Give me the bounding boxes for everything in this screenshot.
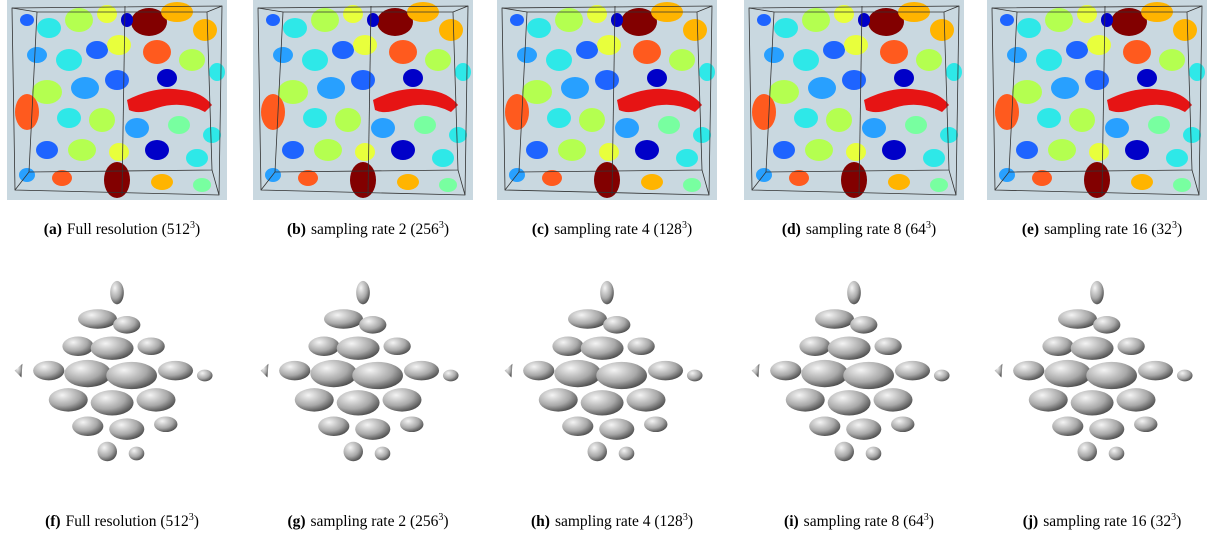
caption-label: (g) [287,513,306,531]
isosurface-image [994,280,1193,462]
isosurface-image [751,280,950,462]
subfigure-caption: (e) sampling rate 16 (323) [980,220,1221,239]
subfigure-caption: (j) sampling rate 16 (323) [980,512,1221,531]
render [7,0,227,200]
render [14,280,213,462]
caption-exp: 3 [682,512,688,523]
caption-text: Full resolution (512 [66,221,191,239]
caption-tail: ) [687,513,693,531]
caption-tail: ) [443,221,449,239]
caption-tail: ) [193,513,199,531]
subfigure-caption: (i) sampling rate 8 (643) [737,512,981,531]
caption-label: (d) [781,221,801,239]
caption-text: sampling rate 16 (32 [1043,513,1172,531]
caption-text: Full resolution (512 [65,513,189,531]
caption-text: sampling rate 8 (64 [805,221,926,239]
caption-exp: 3 [438,220,444,231]
caption-label: (i) [784,513,799,531]
render [260,280,459,462]
caption-exp: 3 [188,512,194,523]
render [744,0,964,200]
caption-label: (e) [1021,221,1040,239]
isosurface-image [504,280,703,462]
subfigure-caption: (b) sampling rate 2 (2563) [246,220,490,239]
caption-text: sampling rate 4 (128 [554,221,682,239]
label-image [987,0,1207,200]
label-image [7,0,227,200]
render [497,0,717,200]
caption-label: (f) [45,513,61,531]
label-image [497,0,717,200]
caption-tail: ) [930,221,937,239]
caption-text: sampling rate 2 (256 [310,513,439,531]
caption-label: (h) [531,513,550,531]
caption-tail: ) [195,221,201,239]
label-image [744,0,964,200]
caption-tail: ) [1176,513,1182,531]
subfigure-caption: (h) sampling rate 4 (1283) [490,512,734,531]
caption-tail: ) [443,513,449,531]
isosurface-image [14,280,213,462]
caption-exp: 3 [681,220,687,231]
render [504,280,703,462]
caption-exp: 3 [1171,512,1177,523]
render [987,0,1207,200]
caption-tail: ) [928,513,934,531]
caption-label: (b) [287,221,306,239]
render [253,0,473,200]
subfigure-caption: (g) sampling rate 2 (2563) [246,512,490,531]
caption-exp: 3 [438,512,444,523]
caption-text: sampling rate 4 (128 [554,513,683,531]
caption-tail: ) [1176,221,1183,239]
caption-label: (a) [43,221,62,239]
caption-text: sampling rate 2 (256 [310,221,439,239]
subfigure-caption: (d) sampling rate 8 (643) [737,220,981,239]
caption-label: (c) [531,221,550,239]
subfigure-caption: (a) Full resolution (5123) [0,220,244,239]
caption-text: sampling rate 16 (32 [1044,221,1172,239]
caption-exp: 3 [1171,220,1177,231]
label-image [253,0,473,200]
isosurface-image [260,280,459,462]
caption-exp: 3 [925,220,931,231]
caption-exp: 3 [923,512,929,523]
caption-text: sampling rate 8 (64 [803,513,924,531]
render [994,280,1193,462]
subfigure-caption: (f) Full resolution (5123) [0,512,244,531]
caption-tail: ) [686,221,693,239]
caption-label: (j) [1022,513,1039,531]
render [751,280,950,462]
caption-exp: 3 [190,220,196,231]
subfigure-caption: (c) sampling rate 4 (1283) [490,220,734,239]
